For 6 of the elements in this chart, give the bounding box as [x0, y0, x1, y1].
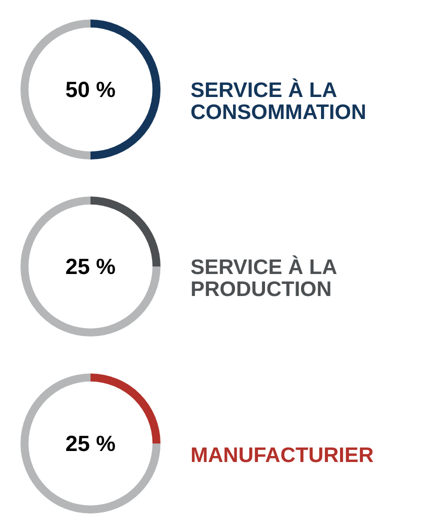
- text: 25 %: [65, 254, 116, 279]
- text: 25 %: [65, 431, 116, 456]
- slice-label: MANUFACTURIER: [190, 444, 374, 467]
- slice-label: SERVICE À LA CONSOMMATION: [190, 78, 366, 124]
- slice-label: SERVICE À LA PRODUCTION: [190, 255, 338, 301]
- text: 50 %: [65, 77, 116, 102]
